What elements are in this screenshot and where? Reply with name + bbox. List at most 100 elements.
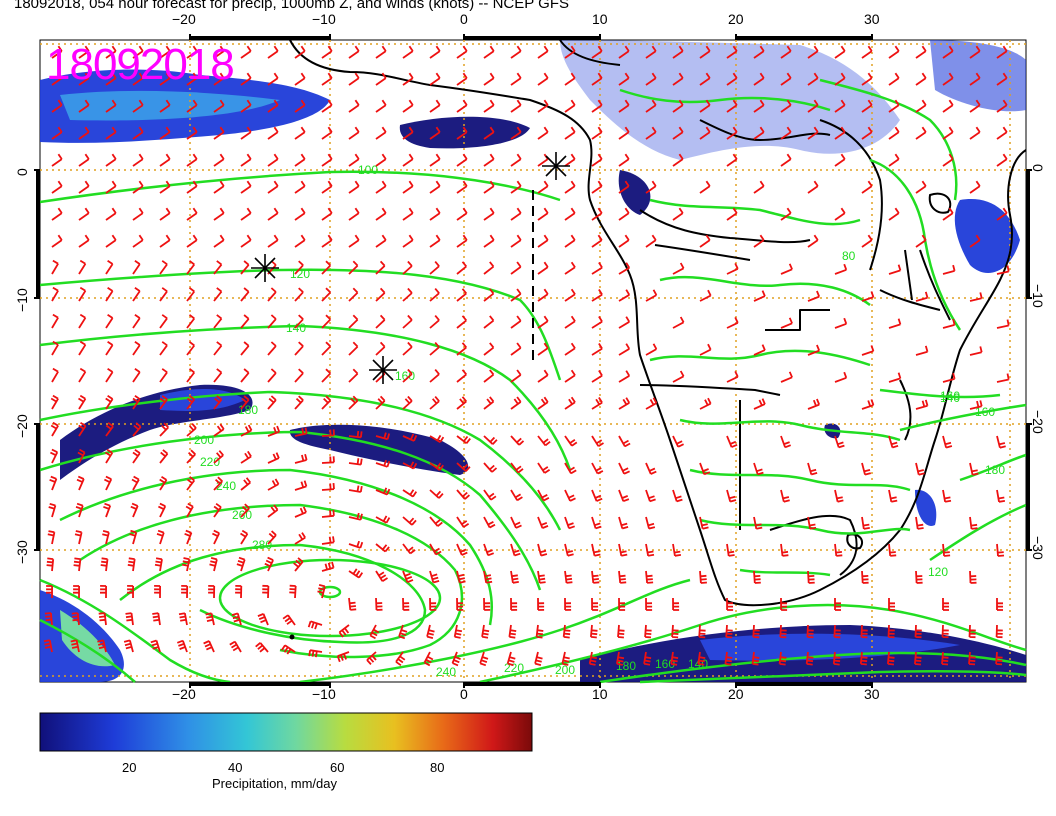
wind-barb — [240, 341, 250, 356]
wind-barb — [267, 314, 277, 329]
wind-barb — [395, 651, 406, 667]
wind-barb — [456, 543, 468, 556]
wind-barb — [402, 180, 414, 194]
wind-barb — [240, 99, 252, 113]
wind-barb — [969, 570, 977, 584]
wind-barb — [996, 319, 1010, 329]
wind-barb — [456, 570, 466, 584]
wind-barb — [375, 395, 386, 410]
x-tick-top: 0 — [460, 11, 468, 27]
wind-barb — [294, 532, 306, 545]
wind-barb — [942, 207, 954, 221]
wind-barb — [51, 234, 63, 248]
x-tick-top: 30 — [864, 11, 880, 27]
wind-barb — [969, 346, 983, 356]
wind-barb — [294, 72, 306, 86]
wind-barb — [282, 614, 296, 626]
wind-barb — [508, 624, 517, 639]
wind-barb — [510, 570, 519, 584]
wind-barb — [861, 99, 873, 113]
wind-barb — [402, 234, 414, 248]
wind-barb — [78, 126, 90, 140]
wind-barb — [294, 207, 306, 221]
wind-barb — [348, 99, 360, 113]
wind-barb — [77, 448, 86, 464]
wind-barb — [159, 395, 168, 410]
wind-barb — [229, 640, 242, 653]
contour-label: 180 — [238, 403, 258, 417]
wind-barb — [240, 207, 252, 221]
wind-barb — [537, 516, 549, 529]
wind-barb — [255, 642, 269, 653]
wind-barb — [159, 341, 168, 356]
wind-barb — [402, 543, 416, 555]
wind-barb — [213, 341, 223, 356]
wind-barb — [186, 314, 196, 329]
wind-barb — [834, 153, 846, 167]
wind-barb — [699, 45, 711, 59]
y-tick-left: 0 — [14, 168, 30, 176]
wind-barb — [186, 153, 198, 167]
wind-barb — [152, 612, 161, 626]
wind-barb — [159, 180, 171, 194]
contour-label: 180 — [616, 659, 636, 673]
border-7 — [899, 379, 912, 441]
wind-barb — [456, 288, 467, 302]
wind-barb — [941, 624, 949, 639]
border-10 — [699, 119, 831, 141]
wind-barb — [537, 462, 551, 474]
wind-barb — [807, 290, 821, 302]
wind-barb — [375, 487, 391, 496]
wind-barb — [105, 394, 114, 410]
wind-barb — [402, 287, 413, 302]
wind-barb — [317, 584, 326, 599]
wind-barb — [561, 651, 570, 666]
wind-barb — [915, 234, 927, 248]
wind-barb — [564, 99, 576, 113]
wind-barb — [267, 153, 279, 167]
wind-barb — [213, 368, 223, 383]
wind-barb — [294, 427, 308, 437]
wind-barb — [564, 288, 576, 302]
wind-barb — [366, 651, 377, 666]
wind-barb — [267, 478, 280, 491]
wind-barb — [213, 234, 225, 248]
wind-barb — [429, 153, 441, 167]
wind-barb — [231, 612, 242, 626]
wind-barb — [537, 180, 549, 194]
wind-barb — [321, 126, 333, 140]
wind-barb — [105, 259, 114, 275]
wind-barb — [321, 561, 335, 572]
wind-barb — [942, 372, 956, 383]
wind-barb — [726, 435, 738, 448]
wind-barb — [537, 261, 549, 275]
wind-barb — [860, 624, 868, 639]
wind-barb — [483, 543, 495, 557]
wind-barb — [699, 343, 712, 356]
wind-barb — [834, 72, 846, 86]
wind-barb — [753, 290, 766, 302]
wind-barb — [78, 259, 87, 275]
wind-barb — [186, 260, 196, 275]
wind-barb — [483, 234, 495, 248]
wind-barb — [240, 180, 252, 194]
wind-barb — [753, 126, 765, 140]
wind-barb — [402, 207, 414, 221]
wind-barb — [888, 318, 902, 329]
wind-barb — [348, 180, 360, 194]
wind-barb — [402, 489, 418, 498]
wind-barb — [186, 126, 198, 140]
wind-barb — [510, 261, 522, 275]
wind-barb — [307, 620, 323, 630]
wind-barb — [402, 260, 413, 275]
wind-barb — [807, 462, 818, 476]
wind-barb — [591, 262, 603, 275]
wind-barb — [130, 502, 139, 518]
wind-barb — [213, 207, 225, 221]
lesotho — [846, 533, 864, 550]
wind-barb — [618, 207, 630, 221]
wind-barb — [699, 126, 711, 140]
wind-barb — [483, 126, 495, 140]
wind-barb — [888, 72, 900, 86]
border-6 — [769, 514, 858, 576]
